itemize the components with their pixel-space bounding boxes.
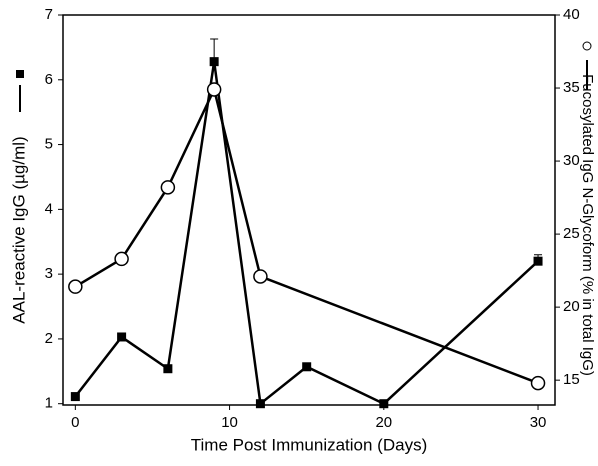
- circle-marker: [530, 375, 546, 391]
- square-marker: [209, 57, 219, 67]
- y2-tick-label: 35: [563, 79, 580, 96]
- y2-tick-label: 15: [563, 371, 580, 388]
- x-tick-label: 10: [221, 414, 238, 431]
- y-tick-label: 2: [45, 330, 53, 347]
- x-tick-label: 30: [530, 414, 547, 431]
- series-line: [74, 61, 539, 407]
- square-marker: [163, 364, 173, 374]
- y2-tick-label: 25: [563, 225, 580, 242]
- x-tick-label: 20: [375, 414, 392, 431]
- square-marker: [379, 399, 389, 409]
- circle-marker: [114, 251, 129, 267]
- circle-marker: [160, 180, 176, 195]
- series-line: [74, 85, 539, 385]
- square-marker: [302, 362, 312, 372]
- y-tick-label: 7: [45, 6, 53, 23]
- y2-tick-label: 40: [563, 6, 580, 23]
- circle-marker: [68, 279, 83, 294]
- y-tick-label: 6: [45, 71, 53, 88]
- square-marker: [255, 399, 265, 409]
- y2-axis-label: Fucosylated IgG N-Glycoform (% in total …: [579, 74, 596, 376]
- y-axis-label: AAL-reactive IgG (µg/ml): [9, 136, 28, 323]
- circle-marker: [206, 82, 222, 97]
- y2-tick-label: 20: [563, 298, 580, 315]
- x-axis-label: Time Post Immunization (Days): [191, 435, 427, 454]
- square-marker: [533, 256, 543, 266]
- y2-legend-icon: [582, 41, 592, 90]
- y-tick-label: 4: [45, 200, 53, 217]
- square-marker: [70, 392, 80, 402]
- y-tick-label: 1: [45, 395, 53, 412]
- y2-tick-label: 30: [563, 152, 580, 169]
- y-tick-label: 3: [45, 265, 53, 282]
- y-legend-icon: [16, 70, 24, 112]
- square-marker: [117, 332, 127, 342]
- circle-marker: [253, 269, 268, 284]
- x-tick-label: 0: [71, 414, 79, 431]
- plot-frame: [62, 14, 556, 406]
- y-tick-label: 5: [45, 136, 53, 153]
